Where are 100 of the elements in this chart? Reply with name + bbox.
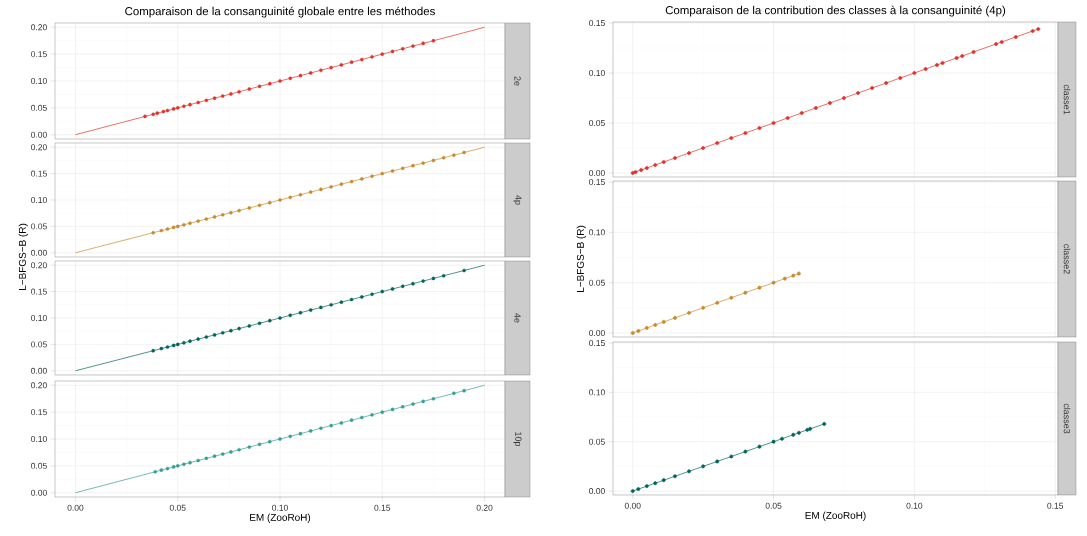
point — [308, 71, 313, 75]
point — [278, 437, 282, 441]
point — [630, 331, 635, 335]
point — [151, 348, 155, 353]
point — [288, 195, 293, 200]
point — [411, 44, 415, 48]
point — [796, 430, 801, 435]
point — [462, 388, 466, 393]
point — [421, 279, 425, 283]
point — [661, 160, 666, 164]
point — [630, 489, 635, 493]
point — [143, 114, 147, 119]
point — [805, 427, 810, 432]
y-tick-label: 0.10 — [589, 389, 605, 396]
point — [188, 339, 192, 344]
y-tick-label: 0.00 — [589, 170, 605, 176]
point — [661, 478, 666, 483]
point — [182, 341, 186, 345]
point — [380, 410, 385, 414]
point — [212, 333, 217, 337]
point — [940, 61, 945, 65]
chart-title: Comparaison de la contribution des classes à la consanguinité (4p) — [665, 5, 1006, 17]
point — [673, 474, 677, 479]
y-tick-label: 0.15 — [31, 51, 47, 58]
point — [673, 315, 677, 320]
point — [1030, 29, 1035, 33]
y-tick-label: 0.10 — [589, 70, 605, 76]
point — [360, 415, 364, 420]
point — [780, 436, 784, 441]
y-tick-label: 0.15 — [589, 20, 605, 26]
point — [715, 141, 720, 145]
point — [971, 50, 976, 54]
y-tick-label: 0.00 — [31, 367, 47, 374]
y-tick-label: 0.20 — [31, 262, 47, 269]
point — [791, 273, 796, 278]
point — [644, 325, 649, 330]
point — [212, 454, 217, 458]
point — [329, 303, 333, 307]
point — [319, 305, 323, 310]
point — [339, 300, 344, 304]
y-tick-label: 0.20 — [31, 144, 47, 151]
text: 4e — [514, 313, 521, 323]
point — [247, 206, 252, 210]
point — [452, 391, 456, 396]
point — [237, 447, 241, 452]
point — [196, 337, 200, 341]
point — [1036, 27, 1041, 31]
chart-title: Comparaison de la consanguinité globale entre les méthodes — [125, 6, 435, 18]
point — [339, 182, 344, 186]
y-tick-label: 0.05 — [589, 438, 605, 445]
y-tick-label: 0.15 — [31, 409, 47, 416]
point — [411, 163, 415, 168]
text: 10p — [513, 432, 522, 447]
point — [441, 273, 446, 278]
point — [196, 219, 200, 223]
point — [421, 41, 425, 46]
point — [220, 212, 225, 217]
point — [954, 56, 959, 60]
point — [212, 215, 217, 219]
point — [360, 177, 364, 181]
point — [165, 466, 170, 471]
y-tick-label: 0.20 — [31, 24, 47, 31]
point — [165, 108, 170, 113]
point — [673, 156, 677, 160]
point — [188, 102, 192, 107]
point — [220, 330, 225, 335]
point — [743, 449, 748, 454]
point — [421, 161, 425, 165]
point — [630, 171, 635, 175]
x-tick-label: 0.20 — [476, 504, 493, 511]
point — [636, 487, 641, 492]
point — [153, 469, 158, 474]
point — [257, 321, 262, 326]
x-tick-label: 0.10 — [272, 504, 288, 511]
y-tick-label: 0.10 — [31, 315, 47, 321]
point — [636, 329, 641, 333]
point — [771, 439, 776, 444]
y-tick-label: 0.20 — [31, 382, 47, 389]
point — [808, 426, 813, 431]
point — [421, 399, 425, 404]
point — [257, 84, 262, 89]
y-axis-title: L−BFGS−B (R) — [18, 223, 28, 290]
point — [799, 111, 804, 115]
point — [267, 439, 272, 444]
point — [1013, 35, 1018, 39]
y-tick-label: 0.15 — [589, 179, 605, 185]
point — [308, 429, 313, 433]
point — [247, 87, 252, 91]
point — [743, 290, 748, 295]
point — [278, 316, 282, 320]
y-tick-label: 0.00 — [589, 329, 605, 336]
point — [319, 68, 323, 73]
point — [196, 458, 200, 463]
point — [757, 285, 762, 290]
point — [639, 168, 644, 172]
point — [267, 318, 272, 323]
point — [462, 268, 466, 273]
point — [923, 67, 928, 71]
point — [298, 73, 303, 78]
y-tick-label: 0.00 — [31, 249, 47, 256]
